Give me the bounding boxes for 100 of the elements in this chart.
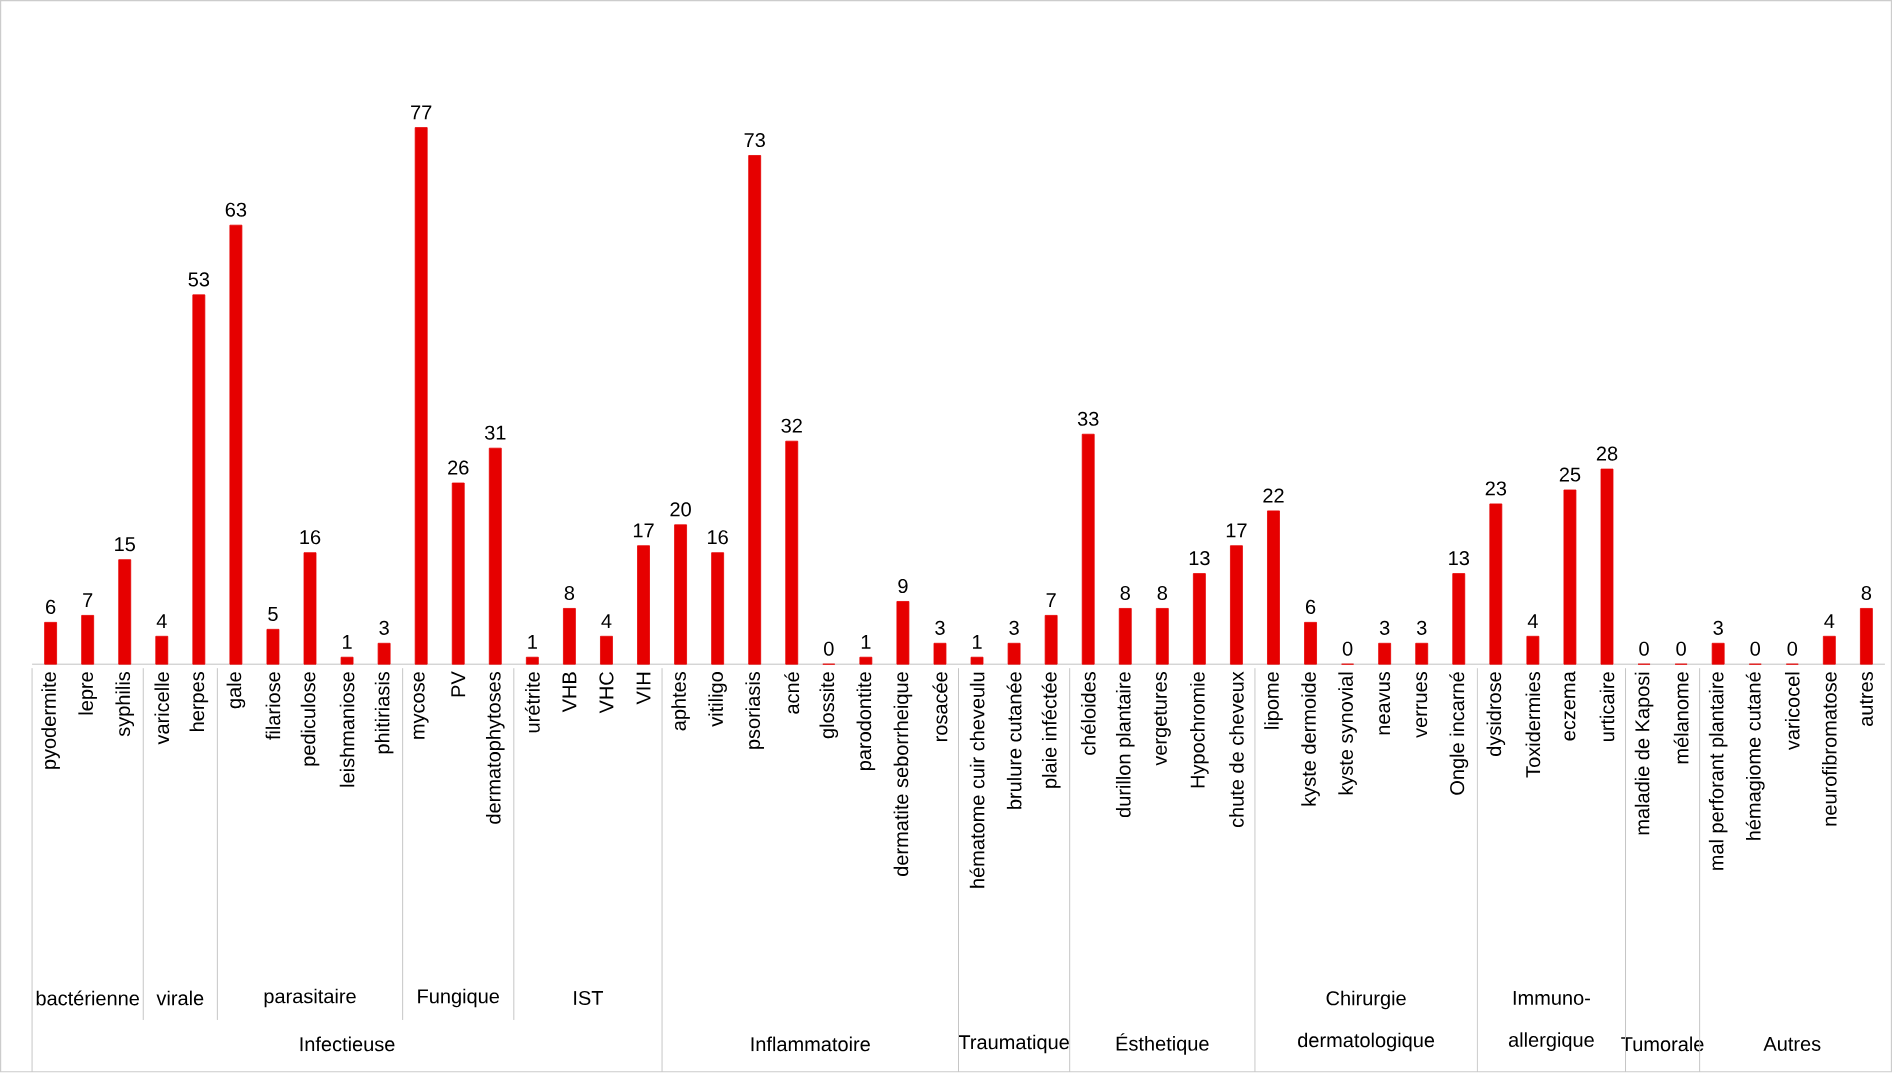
data-label: 8 [564, 586, 575, 601]
data-label: 8 [1157, 586, 1168, 601]
text: Chirurgie dermatologique [1298, 990, 1435, 1052]
data-label: 8 [1861, 586, 1872, 601]
x-tick-label: eczema [1564, 671, 1576, 741]
data-label: 53 [188, 272, 210, 287]
x-tick-label: pyodermite [41, 672, 60, 770]
bar [637, 545, 650, 665]
bar [1452, 573, 1466, 665]
bar [340, 657, 354, 665]
text: IST [574, 991, 604, 1006]
bar [1081, 434, 1095, 665]
x-tick-label: pediculose [300, 672, 320, 766]
bar [451, 482, 465, 665]
x-tick-label: Ongle incarné [1449, 672, 1469, 795]
data-label: 3 [1416, 620, 1427, 636]
bar [1378, 643, 1392, 665]
bar [1415, 643, 1429, 665]
x-tick-label: herpes [189, 672, 209, 732]
bar [1007, 643, 1021, 665]
bar [414, 127, 428, 665]
bar [859, 657, 873, 665]
x-tick-label: neavus [1379, 672, 1391, 735]
data-label: 7 [1046, 593, 1056, 608]
data-label: 33 [1077, 411, 1099, 427]
bar [118, 559, 132, 665]
bar [1155, 608, 1169, 665]
bar [192, 294, 206, 665]
x-tick-label: mycose [413, 672, 429, 740]
data-label: 26 [448, 460, 469, 475]
x-tick-label: aphtes [671, 672, 690, 731]
x-tick-label: autres [1859, 672, 1873, 727]
bar [711, 552, 725, 665]
x-tick-label: kyste dermoide [1301, 672, 1320, 806]
x-tick-label: PV [451, 671, 466, 697]
data-label: 1 [528, 635, 537, 650]
data-label: 1 [973, 635, 982, 650]
x-tick-label: maladie de Kaposi [1634, 672, 1654, 835]
x-tick-label: VIH [636, 673, 651, 705]
data-label: 17 [633, 523, 654, 538]
data-label: 0 [1676, 641, 1686, 657]
data-label: 6 [46, 600, 56, 615]
data-label: 25 [1559, 467, 1581, 482]
bar [563, 608, 576, 665]
bar [1230, 545, 1243, 665]
bar [81, 615, 95, 665]
x-tick-label: acné [784, 672, 800, 714]
data-label: 4 [601, 614, 612, 629]
x-tick-label: neurofibromatose [1822, 672, 1837, 826]
x-tick-label: Toxidermies [1525, 672, 1541, 778]
text: Immuno-allergique [1508, 991, 1594, 1052]
x-tick-label: dermatophytoses [485, 672, 505, 824]
x-tick-label: phitiriasis [374, 672, 394, 754]
bar [266, 629, 280, 665]
bar [1192, 573, 1206, 665]
x-tick-label: varicocel [1784, 672, 1800, 751]
text: Inflammatoire [751, 1036, 870, 1052]
data-label: 0 [1750, 641, 1761, 657]
data-label: 0 [1787, 641, 1798, 657]
data-label: 17 [1226, 523, 1247, 538]
x-tick-label: verrues [1416, 672, 1428, 739]
bar [1267, 510, 1280, 665]
bar [674, 524, 687, 665]
bar [1526, 636, 1540, 665]
x-tick-label: hématome cuir cheveulu [969, 672, 985, 888]
text: Traumatique [958, 1034, 1069, 1054]
x-tick-label: Hypochromie [1190, 672, 1209, 788]
bar [1304, 622, 1317, 665]
x-tick-label: vergetures [1153, 672, 1171, 766]
x-tick-label: lipome [1264, 672, 1283, 730]
text: parasitaire [264, 988, 356, 1008]
data-label: 0 [1342, 641, 1353, 657]
data-label: 6 [1305, 600, 1316, 615]
text: virale [156, 990, 204, 1006]
x-tick-label: psoriasis [745, 672, 764, 750]
bar [488, 448, 502, 665]
data-label: 16 [708, 530, 728, 545]
bar [377, 643, 391, 665]
data-label: 7 [83, 593, 93, 608]
data-label: 0 [1639, 641, 1649, 657]
text: Fungique [418, 988, 499, 1008]
data-label: 13 [1189, 551, 1210, 566]
x-tick-label: mélanome [1673, 672, 1689, 764]
bar [1118, 608, 1132, 665]
data-label: 1 [861, 635, 871, 650]
data-label: 22 [1263, 488, 1284, 503]
data-label: 3 [935, 620, 945, 636]
x-tick-label: VHB [562, 672, 577, 713]
x-tick-label: gale [226, 672, 246, 709]
text: Ésthetique [1116, 1033, 1209, 1055]
x-tick-label: varicelle [154, 672, 170, 745]
x-tick-label: vitiligo [708, 672, 727, 727]
text: Autres [1763, 1037, 1821, 1052]
bar [229, 225, 243, 665]
x-tick-label: urticaire [1599, 672, 1615, 742]
bar [933, 643, 947, 665]
x-tick-label: durillon plantaire [1115, 672, 1135, 818]
data-label: 16 [300, 530, 321, 545]
data-label: 32 [781, 418, 802, 434]
data-label: 20 [670, 502, 691, 517]
